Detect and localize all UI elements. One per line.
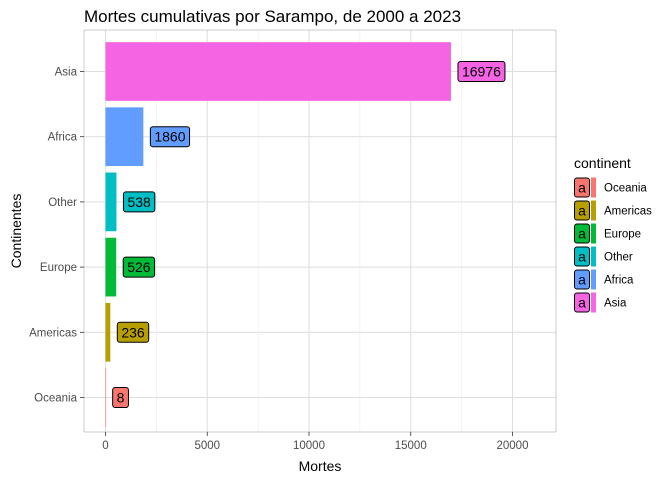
y-tick-label: Other [48, 197, 77, 209]
legend-item: a Americas [574, 200, 652, 221]
legend-key-glyph: a [578, 226, 586, 242]
legend-key-label [574, 200, 590, 221]
legend-key-glyph: a [578, 203, 586, 219]
legend-item: a Other [574, 246, 633, 267]
legend-key-bar [591, 292, 596, 313]
legend-key-label [574, 269, 590, 290]
x-tick-label: 15000 [395, 440, 427, 452]
bar [105, 107, 144, 167]
legend-label: Oceania [604, 183, 647, 195]
legend-key-glyph: a [578, 249, 586, 265]
y-tick-label: Asia [55, 67, 78, 79]
x-tick-label: 5000 [194, 440, 220, 452]
data-label-text: 538 [127, 194, 151, 210]
data-label: 1860 [149, 126, 191, 148]
data-label: 236 [116, 321, 150, 343]
data-label: 16976 [457, 61, 506, 82]
data-label: 538 [122, 191, 156, 213]
y-tick-label: Oceania [34, 393, 77, 405]
legend-item: a Asia [574, 292, 627, 313]
legend-key-bar [591, 223, 596, 244]
legend-item: a Europe [574, 223, 641, 244]
bar [105, 42, 451, 101]
legend-label: Other [604, 252, 633, 264]
data-label-box [122, 256, 156, 278]
legend-item: a Oceania [574, 177, 647, 198]
x-ticks: 0 5000 10000 15000 20000 [102, 432, 528, 452]
x-tick-label: 0 [102, 440, 108, 452]
legend-key-label [574, 223, 590, 244]
bar [105, 237, 117, 297]
legend-label: Africa [604, 275, 634, 287]
legend: continent a Oceania a Americas a Europe a Other… [574, 155, 652, 313]
x-tick-label: 20000 [497, 440, 529, 452]
y-tick-label: Americas [29, 327, 77, 339]
data-label-text: 526 [127, 259, 151, 275]
data-label-box [116, 321, 150, 343]
panel-border [83, 29, 557, 433]
legend-key-label [574, 246, 590, 267]
legend-key-glyph: a [578, 180, 586, 196]
legend-label: Asia [604, 298, 627, 310]
data-label-box [122, 191, 156, 213]
data-label-text: 16976 [462, 64, 501, 80]
bar [105, 302, 111, 362]
legend-key-bar [591, 246, 596, 267]
data-label: 8 [112, 387, 129, 408]
y-tick-label: Europe [40, 262, 77, 274]
legend-item: a Africa [574, 269, 634, 290]
data-label-box [149, 126, 191, 148]
data-label-text: 8 [117, 390, 125, 406]
legend-label: Europe [604, 229, 641, 241]
data-label-box [112, 387, 129, 408]
x-axis-title: Mortes [299, 458, 342, 474]
bar [105, 368, 107, 427]
x-tick-label: 10000 [293, 440, 325, 452]
y-tick-labels: Oceania Americas Europe Other Africa Asia [29, 67, 84, 405]
legend-key-bar [591, 269, 596, 290]
legend-key-bar [591, 177, 596, 198]
legend-label: Americas [604, 206, 652, 218]
y-axis-title: Continentes [8, 194, 24, 269]
data-labels: 8 236 526 538 1860 16976 [112, 61, 506, 408]
bar [105, 172, 117, 232]
legend-key-bar [591, 200, 596, 221]
y-tick-label: Africa [48, 132, 78, 144]
data-label: 526 [122, 256, 156, 278]
legend-key-label [574, 177, 590, 198]
data-label-text: 1860 [154, 129, 185, 145]
legend-key-glyph: a [578, 295, 586, 311]
bars [105, 42, 451, 427]
legend-title: continent [574, 155, 631, 171]
legend-key-label [574, 292, 590, 313]
legend-key-glyph: a [578, 272, 586, 288]
chart-title: Mortes cumulativas por Sarampo, de 2000 … [84, 7, 461, 26]
data-label-text: 236 [121, 324, 145, 340]
data-label-box [457, 61, 506, 82]
